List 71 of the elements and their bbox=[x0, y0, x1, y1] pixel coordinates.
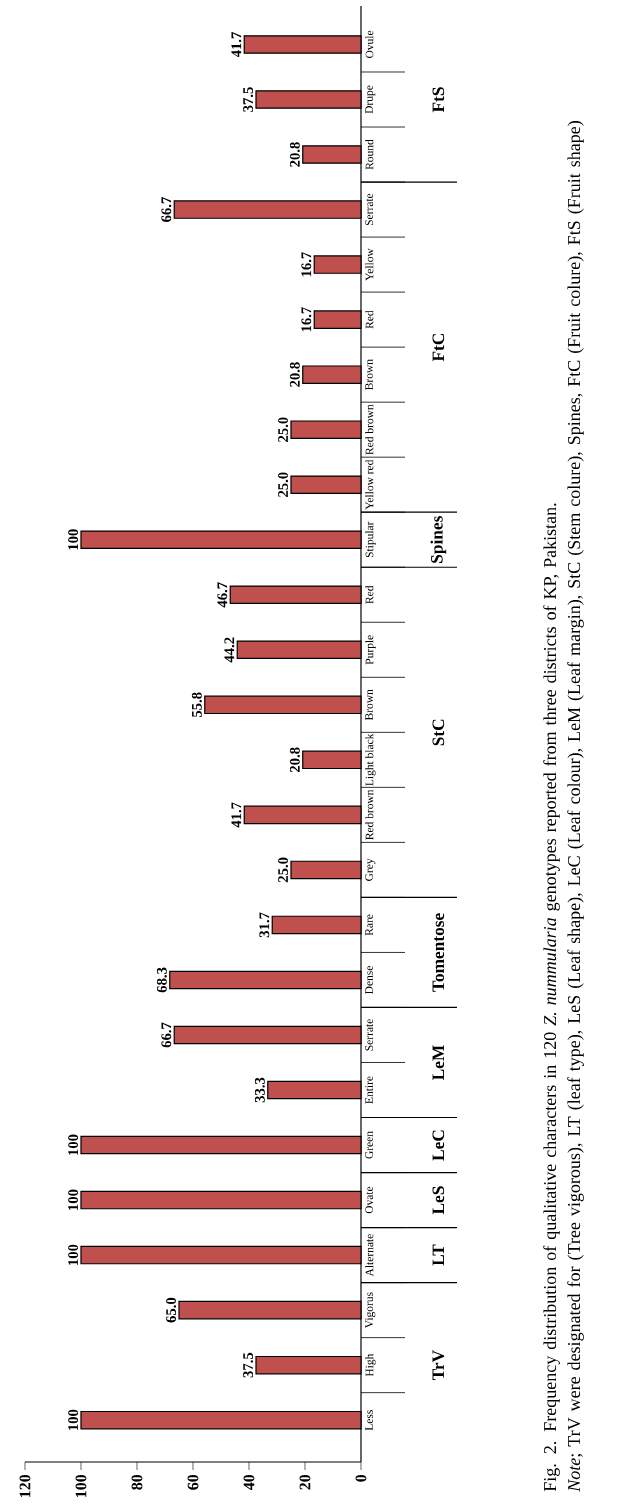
x-tick-label: 60 bbox=[187, 1474, 199, 1490]
y-tick-label: Green bbox=[365, 1131, 373, 1159]
y-tick-label: High bbox=[365, 1353, 376, 1377]
y-tick-label: Dense bbox=[365, 966, 373, 994]
x-tick-label: 40 bbox=[243, 1474, 255, 1491]
data-label: 100 bbox=[68, 1134, 79, 1155]
data-label: 25.0 bbox=[278, 857, 289, 883]
data-label: 44.2 bbox=[224, 637, 235, 663]
x-tick-label: 100 bbox=[75, 1474, 87, 1497]
text: LeS bbox=[432, 1186, 445, 1215]
data-label: 100 bbox=[68, 1189, 79, 1210]
y-tick-label: Purple bbox=[365, 635, 376, 665]
y-tick-label: Stipular bbox=[365, 521, 376, 558]
y-tick-label: Rare bbox=[365, 914, 373, 936]
data-label: 100 bbox=[68, 1244, 79, 1265]
y-tick-label: Red brown bbox=[365, 789, 374, 840]
y-tick-label: Light black bbox=[365, 733, 376, 786]
data-label: 46.7 bbox=[217, 582, 228, 608]
y-tick-label: Red bbox=[365, 310, 374, 329]
y-tick-label: Vigorus bbox=[365, 1292, 376, 1329]
y-tick-label: Red bbox=[365, 585, 374, 604]
y-tick-label: Yellow red bbox=[365, 459, 374, 510]
text: FtC bbox=[432, 334, 445, 362]
y-tick-label: Serrate bbox=[365, 1019, 373, 1051]
y-tick-label: Round bbox=[365, 139, 374, 170]
y-tick-label: Brown bbox=[365, 359, 373, 390]
y-tick-label: Serrate bbox=[365, 193, 373, 226]
data-label: 20.8 bbox=[289, 142, 300, 167]
y-tick-label: Less bbox=[365, 1410, 373, 1431]
y-tick-label: Drupe bbox=[365, 85, 376, 114]
text: LeC bbox=[432, 1130, 445, 1161]
data-label: 16.7 bbox=[301, 307, 312, 332]
x-tick-label: 0 bbox=[355, 1474, 367, 1482]
x-tick-label: 120 bbox=[19, 1474, 31, 1497]
data-label: 37.5 bbox=[243, 1352, 254, 1378]
data-label: 33.3 bbox=[254, 1077, 265, 1103]
data-label: 20.8 bbox=[289, 362, 300, 387]
text: LeM bbox=[432, 1045, 445, 1081]
text: StC bbox=[432, 719, 445, 746]
data-label: 100 bbox=[68, 1409, 79, 1431]
y-tick-label: Entire bbox=[365, 1076, 373, 1104]
y-tick-label: Red brown bbox=[365, 404, 374, 455]
data-label: 68.3 bbox=[156, 967, 167, 993]
data-label: 66.7 bbox=[161, 197, 172, 222]
text: LT bbox=[432, 1244, 445, 1266]
data-label: 41.7 bbox=[231, 802, 242, 828]
y-tick-label: Ovate bbox=[365, 1186, 373, 1214]
text: TrV bbox=[432, 1350, 445, 1381]
text: Spines bbox=[430, 516, 447, 563]
y-tick-label: Brown bbox=[365, 689, 373, 721]
data-label: 20.8 bbox=[289, 747, 300, 773]
y-tick-label: Alternate bbox=[365, 1234, 374, 1277]
text: FtS bbox=[432, 87, 445, 113]
data-label: 100 bbox=[68, 529, 79, 550]
y-tick-label: Ovule bbox=[365, 30, 374, 59]
data-label: 66.7 bbox=[161, 1022, 172, 1048]
text: Tomentose bbox=[432, 913, 445, 992]
data-label: 25.0 bbox=[278, 417, 289, 442]
data-label: 41.7 bbox=[231, 32, 242, 58]
data-label: 31.7 bbox=[259, 912, 270, 938]
y-tick-label: Yellow bbox=[365, 248, 374, 281]
x-tick-label: 80 bbox=[131, 1474, 143, 1490]
data-label: 16.7 bbox=[301, 252, 312, 277]
y-tick-label: Grey bbox=[365, 858, 376, 881]
x-tick-label: 20 bbox=[299, 1474, 311, 1490]
text: Fig. 2. Frequency distribution of qualitative characters in 120 Z. nummularia genotypes reported from three districts of KP, Pakistan. bbox=[543, 503, 560, 1492]
data-label: 37.5 bbox=[243, 87, 254, 112]
data-label: 55.8 bbox=[191, 692, 202, 718]
text: Note; TrV were designated for (Tree vigorous), LT (leaf type), LeS (Leaf shape), LeC (Leaf colour), LeM (Leaf margin), StC (Stem colure), Spines, FtC (Fruit colure), FtS (Fruit shape) bbox=[567, 121, 584, 1492]
data-label: 25.0 bbox=[278, 472, 289, 497]
data-label: 65.0 bbox=[166, 1297, 177, 1323]
